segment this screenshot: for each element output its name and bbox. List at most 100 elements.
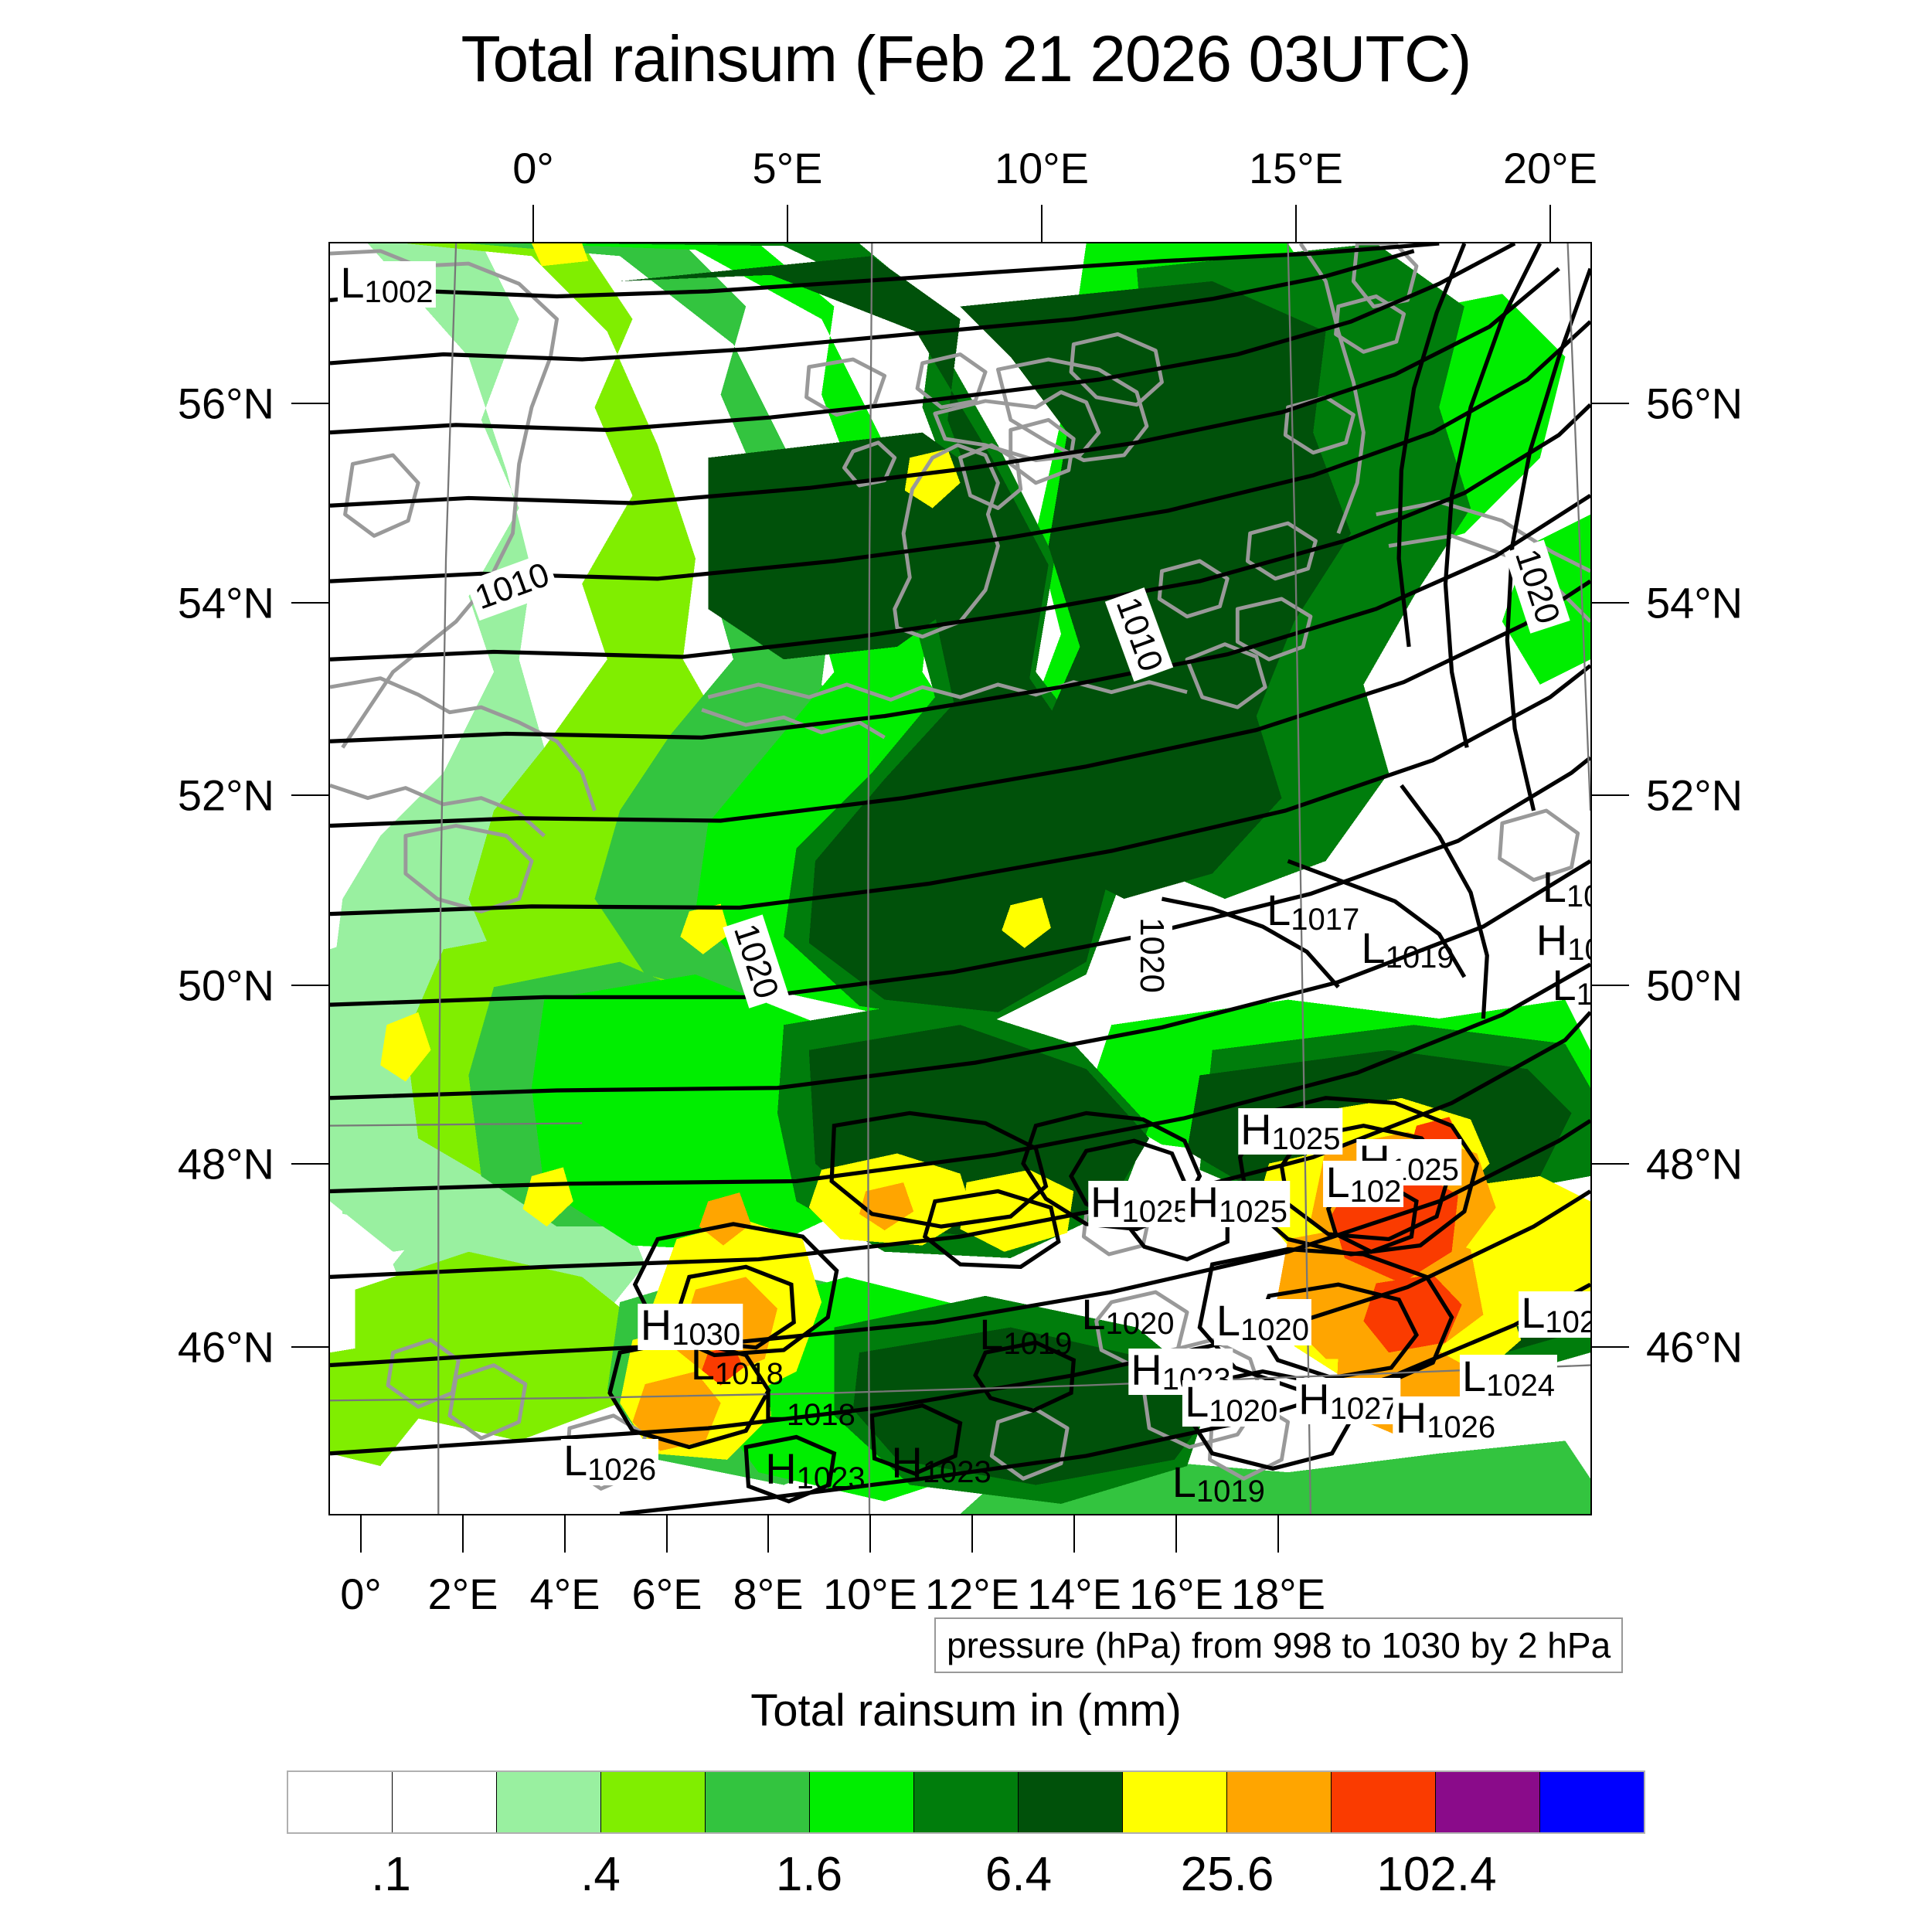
axis-tick (971, 1515, 973, 1553)
map-plot-area[interactable]: L1002 L1017 L1019 L10 H10 L1 H1025 H1025… (328, 242, 1592, 1515)
axis-label-left: 52°N (177, 770, 274, 820)
colorbar-segment-3 (601, 1772, 706, 1832)
axis-tick (1592, 1346, 1629, 1348)
axis-label-right: 52°N (1646, 770, 1743, 820)
axis-label-left: 46°N (177, 1322, 274, 1372)
pressure-center-label: L102 (1519, 1291, 1590, 1338)
pressure-center-label: L1020 (1213, 1298, 1312, 1345)
pressure-center-label: H1030 (638, 1304, 743, 1351)
pressure-center-label: L1020 (1182, 1379, 1281, 1427)
axis-tick (291, 602, 328, 604)
pressure-center-label: L102 (1323, 1160, 1404, 1207)
colorbar-segment-10 (1332, 1772, 1436, 1832)
axis-tick (291, 794, 328, 796)
pressure-center-label: H1025 (1185, 1180, 1291, 1227)
colorbar-segment-1 (393, 1772, 497, 1832)
pressure-center-label: L1018 (690, 1340, 784, 1392)
pressure-center-label: L1002 (338, 260, 436, 308)
pressure-center-label: L1019 (1361, 923, 1454, 975)
colorbar-title: Total rainsum in (mm) (750, 1685, 1182, 1736)
axis-tick (291, 1163, 328, 1165)
axis-tick (360, 1515, 362, 1553)
axis-tick (869, 1515, 871, 1553)
pressure-center-label: H1025 (1088, 1180, 1193, 1227)
colorbar-tick-label: 1.6 (775, 1848, 843, 1901)
pressure-center-label: L10 (1542, 862, 1590, 914)
pressure-center-label: H1025 (1238, 1108, 1343, 1155)
colorbar-segment-12 (1540, 1772, 1644, 1832)
axis-tick (1277, 1515, 1279, 1553)
axis-label-bottom: 18°E (1230, 1570, 1326, 1618)
pressure-center-label: H1023 (765, 1444, 866, 1496)
axis-tick (291, 1346, 328, 1348)
contour-label: 1020 (1131, 912, 1173, 998)
axis-tick (1073, 1515, 1075, 1553)
axis-label-bottom: 0° (340, 1570, 382, 1618)
pressure-center-label: L1019 (1172, 1457, 1265, 1509)
colorbar-tick-label: 6.4 (985, 1848, 1053, 1901)
pressure-center-label: L1018 (762, 1380, 855, 1432)
axis-label-top: 0° (512, 144, 554, 192)
axis-label-right: 54°N (1646, 578, 1743, 628)
axis-label-bottom: 10°E (822, 1570, 918, 1618)
axis-label-bottom: 4°E (529, 1570, 600, 1618)
pressure-center-label: L1020 (1081, 1289, 1175, 1341)
axis-label-top: 10°E (994, 144, 1090, 192)
colorbar-tick-label: 102.4 (1376, 1848, 1497, 1901)
colorbar-tick-label: .1 (371, 1848, 411, 1901)
colorbar-tick-label: .4 (580, 1848, 621, 1901)
axis-tick (532, 205, 534, 242)
pressure-center-label: H1027 (1296, 1377, 1401, 1424)
pressure-center-label: H1026 (1393, 1396, 1498, 1444)
pressure-center-label: L1017 (1267, 885, 1360, 937)
precip-shading (330, 243, 1590, 1514)
axis-label-right: 56°N (1646, 379, 1743, 428)
latlon-grid (330, 243, 1590, 1514)
pressure-center-label: L1024 (1459, 1355, 1558, 1402)
colorbar-segment-7 (1019, 1772, 1123, 1832)
axis-label-left: 54°N (177, 578, 274, 628)
axis-label-right: 46°N (1646, 1322, 1743, 1372)
axis-tick (1592, 985, 1629, 986)
pressure-center-label: H1023 (891, 1437, 992, 1489)
colorbar-segment-8 (1123, 1772, 1227, 1832)
axis-tick (1041, 205, 1043, 242)
axis-tick (787, 205, 788, 242)
axis-label-bottom: 16°E (1128, 1570, 1224, 1618)
axis-label-left: 48°N (177, 1139, 274, 1189)
pressure-contour-note: pressure (hPa) from 998 to 1030 by 2 hPa (934, 1617, 1624, 1673)
axis-label-right: 50°N (1646, 961, 1743, 1010)
colorbar-segment-9 (1227, 1772, 1332, 1832)
axis-tick (462, 1515, 464, 1553)
colorbar-tick-label: 25.6 (1180, 1848, 1274, 1901)
axis-tick (1175, 1515, 1177, 1553)
axis-tick (1295, 205, 1297, 242)
axis-label-top: 15°E (1248, 144, 1344, 192)
axis-tick (767, 1515, 769, 1553)
axis-label-top: 5°E (752, 144, 823, 192)
colorbar[interactable] (287, 1770, 1645, 1834)
colorbar-segment-5 (810, 1772, 914, 1832)
pressure-center-label: L1019 (979, 1309, 1073, 1361)
axis-label-right: 48°N (1646, 1139, 1743, 1189)
axis-label-top: 20°E (1502, 144, 1598, 192)
axis-tick (666, 1515, 668, 1553)
axis-tick (564, 1515, 566, 1553)
coastline-layer (330, 243, 1590, 1491)
axis-label-bottom: 8°E (733, 1570, 804, 1618)
colorbar-segment-11 (1436, 1772, 1540, 1832)
colorbar-segment-6 (914, 1772, 1019, 1832)
axis-tick (1549, 205, 1551, 242)
colorbar-segment-2 (497, 1772, 601, 1832)
pressure-center-label: L1026 (561, 1438, 659, 1485)
axis-tick (291, 985, 328, 986)
axis-tick (291, 403, 328, 404)
axis-label-bottom: 14°E (1026, 1570, 1122, 1618)
axis-label-bottom: 12°E (924, 1570, 1020, 1618)
colorbar-segment-0 (288, 1772, 393, 1832)
axis-tick (1592, 403, 1629, 404)
axis-tick (1592, 1163, 1629, 1165)
axis-tick (1592, 602, 1629, 604)
map-canvas (330, 243, 1590, 1514)
axis-label-bottom: 6°E (631, 1570, 702, 1618)
